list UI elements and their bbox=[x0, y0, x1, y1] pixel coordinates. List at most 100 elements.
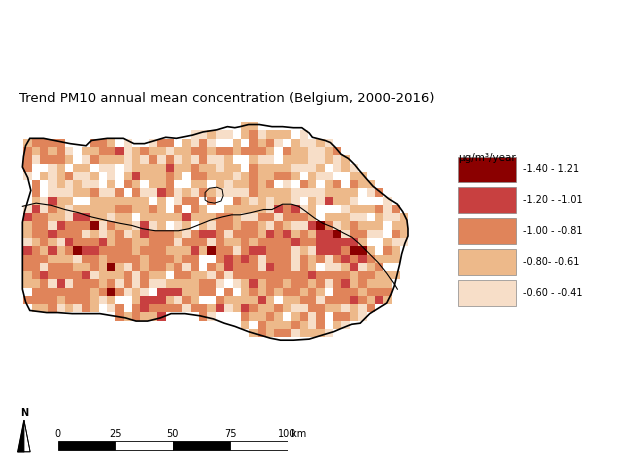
Bar bbox=[325, 230, 333, 238]
Bar bbox=[124, 271, 132, 280]
Bar bbox=[149, 288, 157, 296]
Bar bbox=[208, 296, 216, 304]
Bar bbox=[199, 213, 208, 221]
Bar bbox=[233, 164, 241, 172]
Bar bbox=[132, 147, 141, 155]
Bar bbox=[31, 205, 40, 213]
Bar bbox=[300, 213, 308, 221]
Bar bbox=[141, 155, 149, 164]
Bar bbox=[333, 254, 341, 263]
Bar bbox=[149, 246, 157, 254]
Bar bbox=[107, 164, 115, 172]
Bar bbox=[65, 197, 73, 205]
Bar bbox=[149, 164, 157, 172]
Bar bbox=[166, 230, 174, 238]
Bar bbox=[199, 188, 208, 197]
Bar bbox=[266, 254, 274, 263]
Bar bbox=[141, 221, 149, 230]
Bar bbox=[316, 296, 325, 304]
Bar bbox=[308, 197, 316, 205]
Bar bbox=[350, 180, 358, 188]
Text: N: N bbox=[20, 408, 28, 418]
Bar bbox=[65, 246, 73, 254]
Bar bbox=[157, 312, 166, 321]
Bar bbox=[124, 304, 132, 312]
Bar bbox=[23, 271, 31, 280]
Bar bbox=[40, 263, 49, 271]
Bar bbox=[208, 304, 216, 312]
Bar bbox=[174, 263, 182, 271]
Bar bbox=[90, 180, 98, 188]
Bar bbox=[157, 263, 166, 271]
Bar bbox=[82, 213, 90, 221]
Bar bbox=[283, 188, 291, 197]
Bar bbox=[308, 188, 316, 197]
Bar bbox=[258, 254, 266, 263]
Bar bbox=[400, 213, 408, 221]
Bar bbox=[350, 164, 358, 172]
Bar bbox=[49, 180, 57, 188]
Bar bbox=[358, 188, 367, 197]
Bar bbox=[132, 304, 141, 312]
Bar bbox=[308, 246, 316, 254]
Bar bbox=[149, 139, 157, 147]
Bar bbox=[65, 188, 73, 197]
Bar bbox=[367, 188, 375, 197]
Bar bbox=[182, 254, 190, 263]
Bar bbox=[82, 188, 90, 197]
Bar bbox=[274, 197, 283, 205]
Bar bbox=[31, 296, 40, 304]
Bar bbox=[166, 246, 174, 254]
Bar bbox=[224, 312, 233, 321]
Bar bbox=[367, 263, 375, 271]
Bar bbox=[216, 263, 224, 271]
Bar bbox=[98, 271, 107, 280]
Bar bbox=[115, 205, 124, 213]
Bar bbox=[458, 157, 516, 183]
Bar bbox=[141, 304, 149, 312]
Bar bbox=[57, 147, 65, 155]
Bar bbox=[82, 238, 90, 246]
Bar bbox=[166, 139, 174, 147]
Bar bbox=[274, 263, 283, 271]
Bar bbox=[258, 238, 266, 246]
Bar bbox=[341, 221, 350, 230]
Bar bbox=[300, 263, 308, 271]
Bar bbox=[249, 164, 258, 172]
Bar bbox=[341, 205, 350, 213]
Bar bbox=[216, 172, 224, 180]
Bar bbox=[358, 280, 367, 288]
Bar bbox=[90, 230, 98, 238]
Bar bbox=[82, 221, 90, 230]
Bar bbox=[266, 238, 274, 246]
Bar bbox=[174, 197, 182, 205]
Bar bbox=[283, 155, 291, 164]
Bar bbox=[316, 205, 325, 213]
Bar bbox=[149, 254, 157, 263]
Bar bbox=[174, 205, 182, 213]
Bar bbox=[40, 213, 49, 221]
Bar bbox=[58, 441, 115, 450]
Bar bbox=[90, 147, 98, 155]
Bar bbox=[316, 321, 325, 329]
Bar bbox=[367, 296, 375, 304]
Bar bbox=[73, 147, 82, 155]
Bar bbox=[190, 238, 199, 246]
Bar bbox=[49, 164, 57, 172]
Bar bbox=[166, 221, 174, 230]
Bar bbox=[300, 280, 308, 288]
Bar bbox=[57, 213, 65, 221]
Bar bbox=[216, 221, 224, 230]
Bar bbox=[224, 172, 233, 180]
Bar bbox=[341, 296, 350, 304]
Bar bbox=[300, 139, 308, 147]
Bar bbox=[392, 254, 400, 263]
Bar bbox=[325, 172, 333, 180]
Bar bbox=[358, 205, 367, 213]
Bar bbox=[300, 271, 308, 280]
Bar bbox=[274, 205, 283, 213]
Bar bbox=[216, 147, 224, 155]
Bar bbox=[132, 197, 141, 205]
Bar bbox=[73, 172, 82, 180]
Bar bbox=[208, 230, 216, 238]
